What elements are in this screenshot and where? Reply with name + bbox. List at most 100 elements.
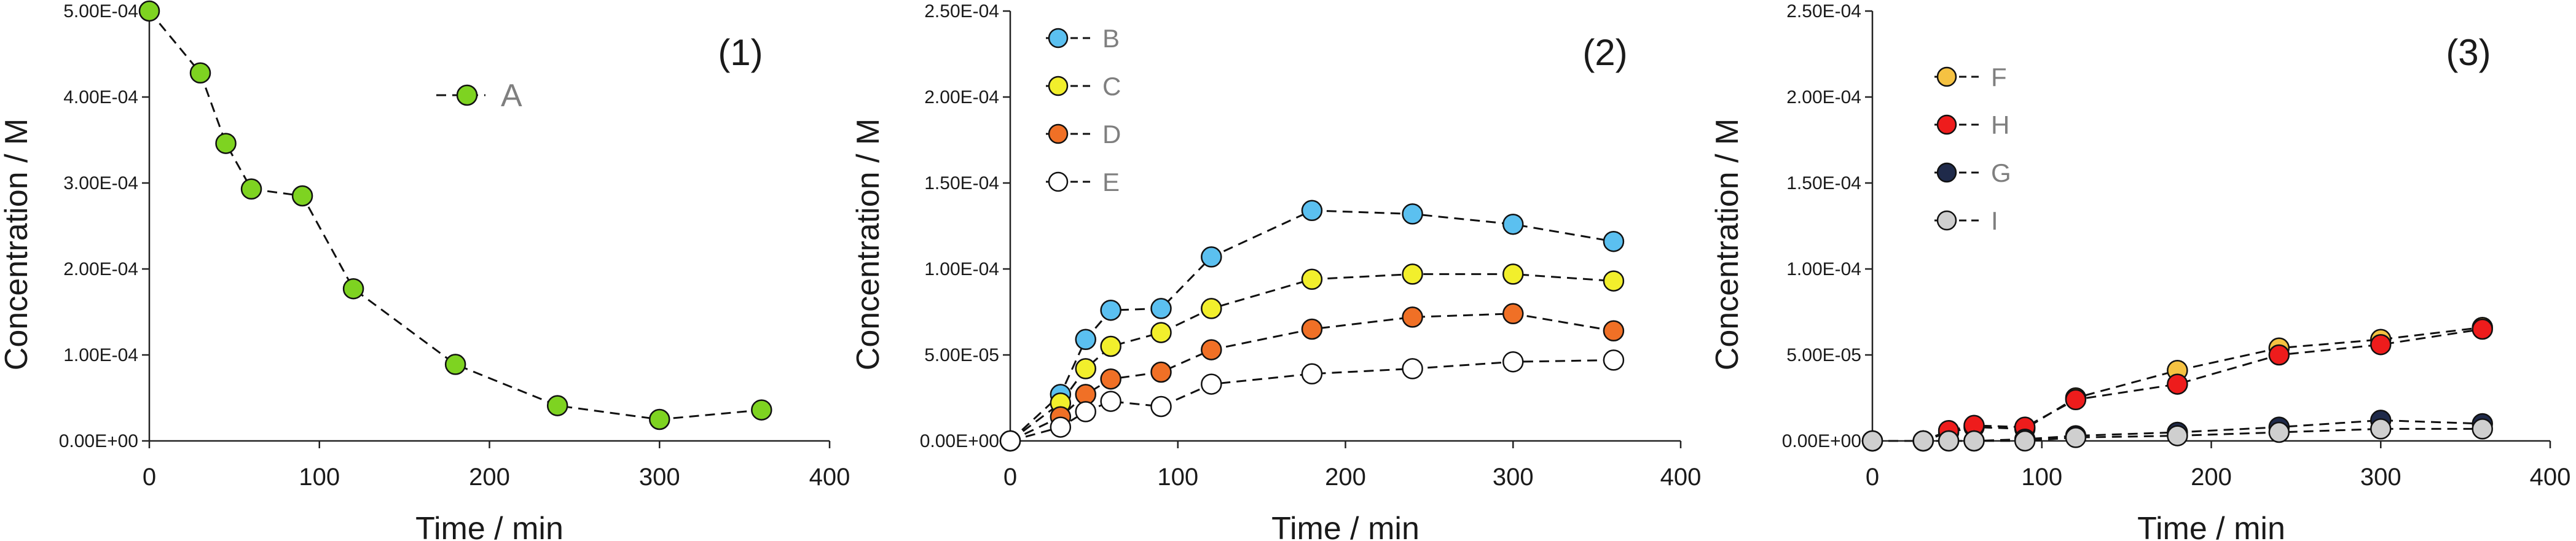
x-tick-label: 0 (143, 464, 156, 491)
y-tick-label: 1.00E-04 (63, 345, 138, 365)
data-point-I (2167, 425, 2188, 446)
series-line-B (1009, 209, 1614, 442)
y-tick-label: 0.00E+00 (1782, 431, 1861, 451)
series-line-I (1872, 427, 2483, 442)
x-tick-label: 0 (1866, 464, 1879, 491)
x-tick-label: 200 (1325, 464, 1366, 491)
data-point-I (1963, 430, 1985, 452)
legend-label-E: E (1102, 168, 1120, 197)
legend-marker-D (1048, 123, 1069, 144)
data-point-I (2472, 418, 2493, 440)
legend-label-B: B (1102, 24, 1120, 53)
data-point-A (546, 395, 568, 416)
data-point-A (751, 399, 772, 421)
data-point-I (2065, 427, 2087, 448)
legend-marker-H (1936, 114, 1957, 135)
legend-label-C: C (1102, 72, 1121, 101)
data-point-B (1603, 230, 1625, 252)
y-tick-label: 3.00E-04 (63, 173, 138, 193)
x-axis-label: Time / min (2137, 511, 2285, 541)
data-point-C (1150, 322, 1172, 343)
data-point-A (189, 62, 211, 84)
y-tick-label: 0.00E+00 (59, 431, 138, 451)
data-point-C (1502, 263, 1524, 285)
y-tick-label: 2.50E-04 (1786, 1, 1861, 21)
data-point-E (999, 430, 1021, 452)
data-point-I (2370, 418, 2392, 440)
data-point-I (1861, 430, 1883, 452)
data-point-H (2370, 333, 2392, 356)
data-point-D (1100, 368, 1121, 390)
chart-panel-2: 0.00E+00 5.00E-05 1.00E-04 1.50E-04 2.00E-04… (850, 1, 1701, 541)
series-line-H (1872, 328, 2483, 442)
data-point-E (1402, 358, 1423, 379)
series-line-D (1010, 313, 1614, 442)
data-point-B (1075, 329, 1096, 351)
legend-marker-E (1048, 171, 1069, 192)
data-point-E (1301, 363, 1323, 385)
x-tick-label: 400 (2530, 464, 2571, 491)
x-tick-label: 200 (2191, 464, 2232, 491)
x-tick-label: 300 (639, 464, 680, 491)
x-axis-label: Time / min (415, 511, 564, 541)
data-point-H (2167, 373, 2188, 395)
data-point-D (1603, 320, 1625, 342)
x-tick-label: 0 (1003, 464, 1017, 491)
data-point-B (1301, 200, 1323, 222)
x-tick-label: 300 (1493, 464, 1534, 491)
data-point-H (2065, 389, 2087, 411)
data-point-I (1912, 430, 1934, 452)
data-point-I (2014, 430, 2036, 452)
chart-panel-1: 0.00E+00 1.00E-04 2.00E-04 3.00E-04 4.00E-04… (0, 0, 850, 541)
chart-panel-3: 0.00E+00 5.00E-05 1.00E-04 1.50E-04 2.00E-04… (1710, 1, 2570, 541)
legend-marker-I (1936, 210, 1957, 231)
y-tick-label: 0.00E+00 (920, 431, 999, 451)
data-point-A (291, 185, 313, 207)
data-point-A (444, 354, 466, 375)
data-point-C (1100, 335, 1121, 357)
x-axis-label: Time / min (1271, 511, 1420, 541)
data-point-E (1603, 349, 1625, 371)
series-line-C (1010, 273, 1614, 442)
data-point-E (1150, 395, 1172, 418)
data-point-B (1201, 246, 1222, 268)
y-tick-label: 5.00E-05 (924, 345, 999, 365)
legend-label-A: A (501, 78, 522, 114)
data-point-A (138, 0, 160, 22)
data-point-C (1402, 263, 1423, 285)
x-tick-label: 100 (2021, 464, 2062, 491)
series-line-G (1872, 419, 2483, 442)
data-point-E (1502, 351, 1524, 373)
panel-label: (1) (718, 32, 763, 73)
panel-label: (3) (2446, 32, 2491, 73)
data-point-A (240, 178, 262, 200)
legend-marker-F (1936, 66, 1957, 87)
data-point-D (1201, 339, 1222, 360)
y-tick-label: 5.00E-04 (63, 1, 138, 21)
x-tick-label: 400 (1660, 464, 1702, 491)
data-point-B (1150, 298, 1172, 319)
data-point-I (2268, 421, 2290, 443)
legend-marker-A (456, 84, 478, 106)
legend-label-F: F (1991, 63, 2007, 91)
legend-marker-C (1048, 76, 1069, 96)
data-point-D (1402, 306, 1423, 328)
data-point-E (1075, 401, 1096, 422)
y-tick-label: 2.00E-04 (924, 87, 999, 107)
y-tick-label: 2.00E-04 (1786, 87, 1861, 107)
data-point-B (1502, 213, 1524, 235)
data-point-D (1150, 361, 1172, 383)
y-tick-label: 1.00E-04 (924, 259, 999, 279)
y-tick-label: 4.00E-04 (63, 87, 138, 107)
y-tick-label: 1.00E-04 (1786, 259, 1861, 279)
y-tick-label: 1.50E-04 (1786, 173, 1861, 193)
x-tick-label: 100 (299, 464, 340, 491)
data-point-H (2268, 344, 2290, 366)
data-point-E (1100, 391, 1121, 412)
y-tick-label: 2.50E-04 (924, 1, 999, 21)
y-tick-label: 1.50E-04 (924, 173, 999, 193)
x-tick-label: 100 (1157, 464, 1198, 491)
legend-label-G: G (1991, 158, 2011, 187)
